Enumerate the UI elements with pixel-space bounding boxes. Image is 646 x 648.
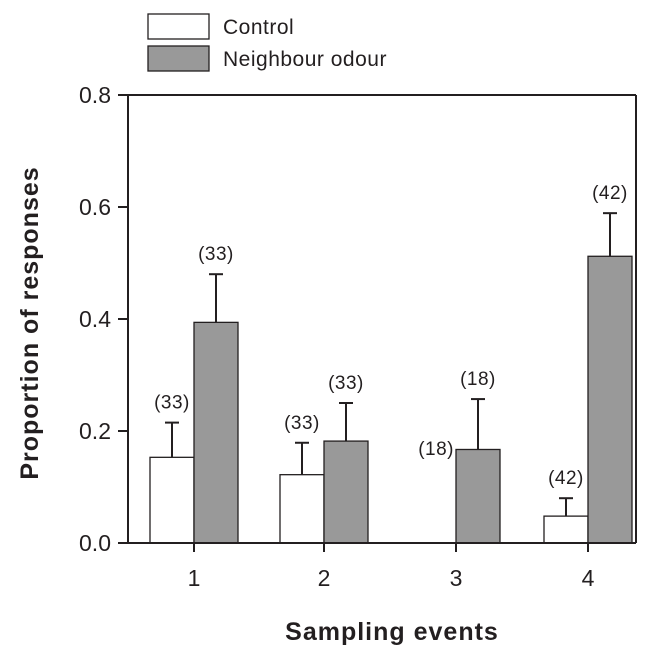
x-axis-title: Sampling events xyxy=(285,618,499,646)
bar-neighbour-odour-1 xyxy=(193,321,239,544)
n-label-neighbour-odour-4: (42) xyxy=(592,183,628,204)
legend-label-neighbour-odour: Neighbour odour xyxy=(223,48,387,71)
n-label-control-1: (33) xyxy=(154,393,190,414)
y-tick-label-0.4: 0.4 xyxy=(79,306,111,332)
sample-size-labels: (33) (33) (18) (42) (33) (33) (18) (42) xyxy=(154,183,628,489)
n-label-control-4: (42) xyxy=(548,468,584,489)
bar-neighbour-odour-4 xyxy=(587,255,633,544)
bar-neighbour-odour-3 xyxy=(455,448,501,544)
n-label-neighbour-odour-3: (18) xyxy=(460,369,496,390)
y-tick-label-0.8: 0.8 xyxy=(79,82,111,108)
n-label-neighbour-odour-2: (33) xyxy=(328,373,364,394)
n-label-control-2: (33) xyxy=(284,413,320,434)
n-label-control-3: (18) xyxy=(418,439,454,460)
bar-control-1 xyxy=(149,456,195,544)
x-tick-label-4: 4 xyxy=(582,565,595,591)
n-label-neighbour-odour-1: (33) xyxy=(198,244,234,265)
axes: 0.0 0.2 0.4 0.6 0.8 1 2 3 4 xyxy=(79,82,637,591)
x-tick-label-3: 3 xyxy=(450,565,463,591)
bar-control-2 xyxy=(279,474,325,544)
legend-swatch-neighbour-odour xyxy=(147,45,210,72)
bars xyxy=(149,255,633,544)
bar-control-4 xyxy=(543,515,589,544)
y-tick-label-0.0: 0.0 xyxy=(79,530,111,556)
y-axis-title: Proportion of responses xyxy=(16,166,44,479)
legend-label-control: Control xyxy=(223,16,294,39)
x-tick-label-1: 1 xyxy=(188,565,201,591)
y-tick-label-0.6: 0.6 xyxy=(79,194,111,220)
error-bars xyxy=(165,212,617,517)
bar-neighbour-odour-2 xyxy=(323,440,369,544)
x-tick-label-2: 2 xyxy=(318,565,331,591)
legend-swatch-control xyxy=(147,13,210,40)
legend: Control Neighbour odour xyxy=(147,13,387,72)
y-tick-label-0.2: 0.2 xyxy=(79,418,111,444)
